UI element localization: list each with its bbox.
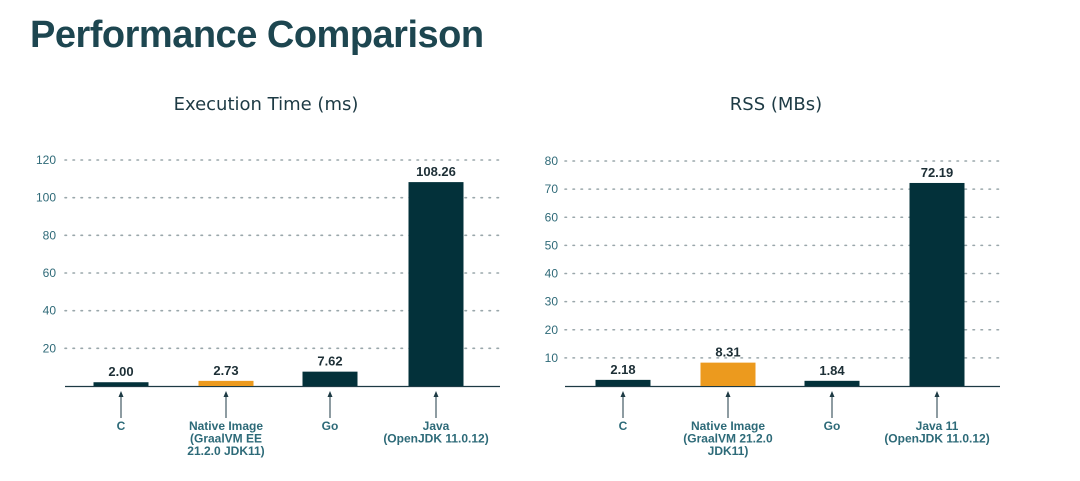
data-label: 72.19	[921, 165, 954, 180]
data-label: 7.62	[317, 354, 342, 369]
category-label: C	[619, 419, 628, 433]
category-label: Go	[824, 419, 841, 433]
y-tick-label: 120	[36, 153, 56, 167]
y-tick-label: 80	[43, 228, 57, 242]
y-tick-label: 20	[545, 323, 559, 337]
category-label: C	[117, 419, 126, 433]
chart-title: RSS (MBs)	[730, 94, 822, 115]
bar	[198, 380, 254, 386]
bar	[302, 371, 358, 386]
pointer-arrow	[934, 391, 940, 397]
y-tick-label: 70	[545, 182, 559, 196]
pointer-arrow	[725, 391, 731, 397]
bar	[700, 362, 756, 386]
category-label: Java 11 (OpenJDK 11.0.12)	[884, 419, 989, 446]
category-label: Go	[322, 419, 339, 433]
execution-time-chart: Execution Time (ms) 20 40 60 80 100 120 2.00 C 2.…	[36, 94, 501, 458]
category-label: Java (OpenJDK 11.0.12)	[383, 419, 488, 446]
y-tick-label: 40	[545, 267, 559, 281]
y-tick-label: 30	[545, 295, 559, 309]
y-tick-label: 50	[545, 238, 559, 252]
pointer-arrow	[223, 391, 229, 397]
pointer-arrow	[829, 391, 835, 397]
pointer-arrow	[433, 391, 439, 397]
data-label: 1.84	[819, 363, 845, 378]
y-tick-label: 10	[545, 351, 559, 365]
data-label: 108.26	[416, 164, 456, 179]
category-label: Native Image (GraalVM 21.2.0 JDK11)	[683, 419, 773, 458]
data-label: 8.31	[715, 345, 740, 360]
category-label: Native Image (GraalVM EE 21.2.0 JDK11)	[187, 419, 264, 458]
y-tick-label: 100	[36, 191, 56, 205]
page-title: Performance Comparison	[30, 14, 484, 56]
y-tick-label: 80	[545, 154, 559, 168]
y-tick-label: 60	[43, 266, 57, 280]
bar	[909, 182, 965, 386]
y-tick-label: 20	[43, 341, 57, 355]
y-tick-label: 40	[43, 304, 57, 318]
pointer-arrow	[620, 391, 626, 397]
bar	[93, 382, 149, 386]
chart-title: Execution Time (ms)	[174, 94, 359, 115]
y-tick-label: 60	[545, 210, 559, 224]
bar	[804, 380, 860, 386]
pointer-arrow	[327, 391, 333, 397]
rss-chart: RSS (MBs) 10 20 30 40 50 60 70 80 2.18 C 8.31 Native…	[545, 94, 1001, 458]
pointer-arrow	[118, 391, 124, 397]
bar	[595, 379, 651, 386]
data-label: 2.73	[213, 363, 238, 378]
data-label: 2.18	[610, 362, 635, 377]
data-label: 2.00	[108, 364, 133, 379]
bar	[408, 182, 464, 386]
